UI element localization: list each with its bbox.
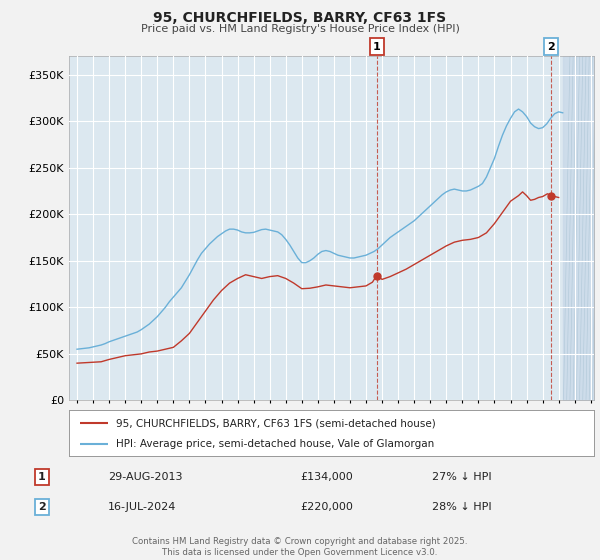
Text: 95, CHURCHFIELDS, BARRY, CF63 1FS (semi-detached house): 95, CHURCHFIELDS, BARRY, CF63 1FS (semi-… [116,418,436,428]
Text: 27% ↓ HPI: 27% ↓ HPI [432,472,491,482]
Text: 1: 1 [373,41,380,52]
Text: 95, CHURCHFIELDS, BARRY, CF63 1FS: 95, CHURCHFIELDS, BARRY, CF63 1FS [154,11,446,25]
Text: £134,000: £134,000 [300,472,353,482]
Text: Price paid vs. HM Land Registry's House Price Index (HPI): Price paid vs. HM Land Registry's House … [140,24,460,34]
Text: 1: 1 [38,472,46,482]
Text: 28% ↓ HPI: 28% ↓ HPI [432,502,491,512]
Text: 16-JUL-2024: 16-JUL-2024 [108,502,176,512]
Text: 2: 2 [547,41,555,52]
Text: HPI: Average price, semi-detached house, Vale of Glamorgan: HPI: Average price, semi-detached house,… [116,440,434,450]
Text: 29-AUG-2013: 29-AUG-2013 [108,472,182,482]
Text: Contains HM Land Registry data © Crown copyright and database right 2025.
This d: Contains HM Land Registry data © Crown c… [132,537,468,557]
Text: 2: 2 [38,502,46,512]
Text: £220,000: £220,000 [300,502,353,512]
